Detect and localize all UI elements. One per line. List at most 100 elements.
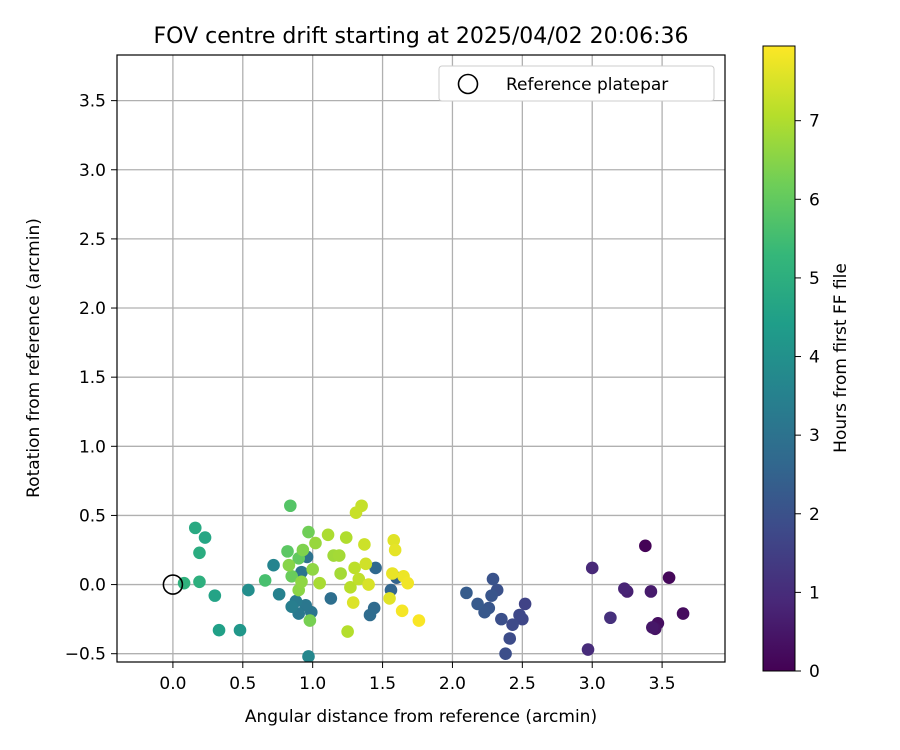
x-axis-ticks: 0.0 0.5 1.0 1.5 2.0 2.5 3.0 3.5	[159, 662, 676, 694]
y-tick-label: 3.5	[79, 92, 106, 112]
data-point	[285, 600, 299, 613]
colorbar-tick-label: 2	[809, 505, 820, 525]
data-point	[401, 576, 415, 590]
data-point	[348, 561, 361, 575]
plot-frame	[116, 54, 726, 663]
colorbar-tick-label: 4	[809, 348, 820, 368]
data-point	[282, 558, 296, 572]
data-point	[352, 572, 366, 586]
data-point	[639, 539, 652, 553]
data-point	[662, 571, 676, 584]
colorbar-gradient	[762, 45, 796, 672]
colorbar-tick-label: 0	[809, 662, 820, 682]
colorbar-tick-label: 5	[809, 269, 820, 289]
colorbar-label: Hours from first FF file	[831, 263, 851, 453]
legend-box	[438, 65, 715, 102]
data-point	[281, 545, 294, 558]
data-point	[369, 561, 382, 575]
data-point	[362, 578, 375, 591]
grid-lines	[117, 55, 725, 662]
x-tick-label: 1.0	[299, 674, 326, 694]
y-axis-label: Rotation from reference (arcmin)	[24, 218, 44, 498]
data-point	[471, 597, 484, 611]
x-tick-label: 2.0	[439, 674, 466, 694]
x-tick-label: 3.0	[579, 674, 606, 694]
data-point	[363, 608, 377, 622]
data-point	[495, 612, 508, 626]
data-point	[676, 607, 690, 620]
x-tick-label: 0.5	[229, 674, 256, 694]
data-point	[302, 525, 315, 539]
x-tick-label: 0.0	[159, 674, 186, 694]
colorbar-tick-label: 1	[809, 583, 820, 603]
data-point	[339, 531, 353, 544]
data-point	[506, 618, 519, 631]
y-tick-label: −0.5	[65, 645, 106, 665]
colorbar-tick-label: 3	[809, 426, 820, 446]
data-point	[460, 586, 473, 600]
data-point	[581, 643, 595, 656]
data-point	[302, 650, 315, 662]
data-point	[387, 534, 401, 547]
data-point	[346, 596, 360, 609]
x-tick-label: 2.5	[509, 674, 536, 694]
colorbar: 0 1 2 3 4 5 6 7 Hours from first FF file	[762, 45, 851, 682]
data-point	[324, 592, 338, 605]
data-point	[386, 567, 399, 580]
data-point	[299, 599, 312, 612]
y-tick-label: 0.5	[79, 506, 106, 526]
data-point	[193, 546, 206, 560]
data-point	[258, 574, 272, 587]
colorbar-tick-label: 6	[809, 190, 820, 210]
x-axis-label: Angular distance from reference (arcmin)	[245, 707, 597, 727]
data-point	[295, 575, 308, 589]
data-point	[306, 563, 319, 576]
data-point	[344, 581, 357, 594]
data-point	[267, 558, 280, 572]
data-point	[341, 625, 354, 638]
data-point	[585, 561, 599, 575]
data-point	[604, 611, 617, 625]
data-point	[198, 531, 212, 544]
data-point	[285, 569, 299, 583]
data-point	[412, 614, 426, 627]
data-point	[242, 583, 255, 597]
chart-title: FOV centre drift starting at 2025/04/02 …	[154, 24, 689, 49]
data-points	[177, 499, 690, 662]
y-tick-label: 1.0	[79, 437, 106, 457]
data-point	[478, 605, 491, 619]
data-point	[518, 597, 532, 611]
data-point	[296, 543, 310, 557]
data-point	[334, 567, 347, 580]
data-point	[388, 543, 402, 557]
y-axis-ticks: −0.5 0.0 0.5 1.0 1.5 2.0 2.5 3.0 3.5	[65, 92, 117, 665]
colorbar-ticks: 0 1 2 3 4 5 6 7	[795, 112, 820, 682]
colorbar-tick-label: 7	[809, 112, 820, 132]
data-point	[295, 565, 308, 579]
data-point	[486, 572, 500, 586]
data-point	[208, 589, 222, 602]
data-point	[309, 536, 322, 550]
data-point	[646, 621, 659, 634]
data-point	[313, 576, 326, 590]
reference-platepar-marker	[162, 574, 184, 595]
data-point	[383, 592, 396, 605]
y-tick-label: 1.5	[79, 368, 106, 388]
legend-marker-icon	[457, 73, 479, 95]
data-point	[513, 608, 526, 622]
legend-entry-reference-platepar: Reference platepar	[506, 75, 668, 95]
data-point	[332, 549, 346, 562]
y-tick-label: 0.0	[79, 576, 106, 596]
data-point	[358, 538, 371, 551]
x-tick-label: 1.5	[369, 674, 396, 694]
data-point	[395, 604, 409, 618]
data-point	[644, 585, 658, 598]
data-point	[233, 623, 247, 637]
data-point	[349, 506, 363, 519]
data-point	[212, 623, 226, 637]
data-point	[503, 632, 517, 645]
data-point	[303, 614, 317, 627]
x-tick-label: 3.5	[649, 674, 676, 694]
data-point	[321, 528, 335, 542]
